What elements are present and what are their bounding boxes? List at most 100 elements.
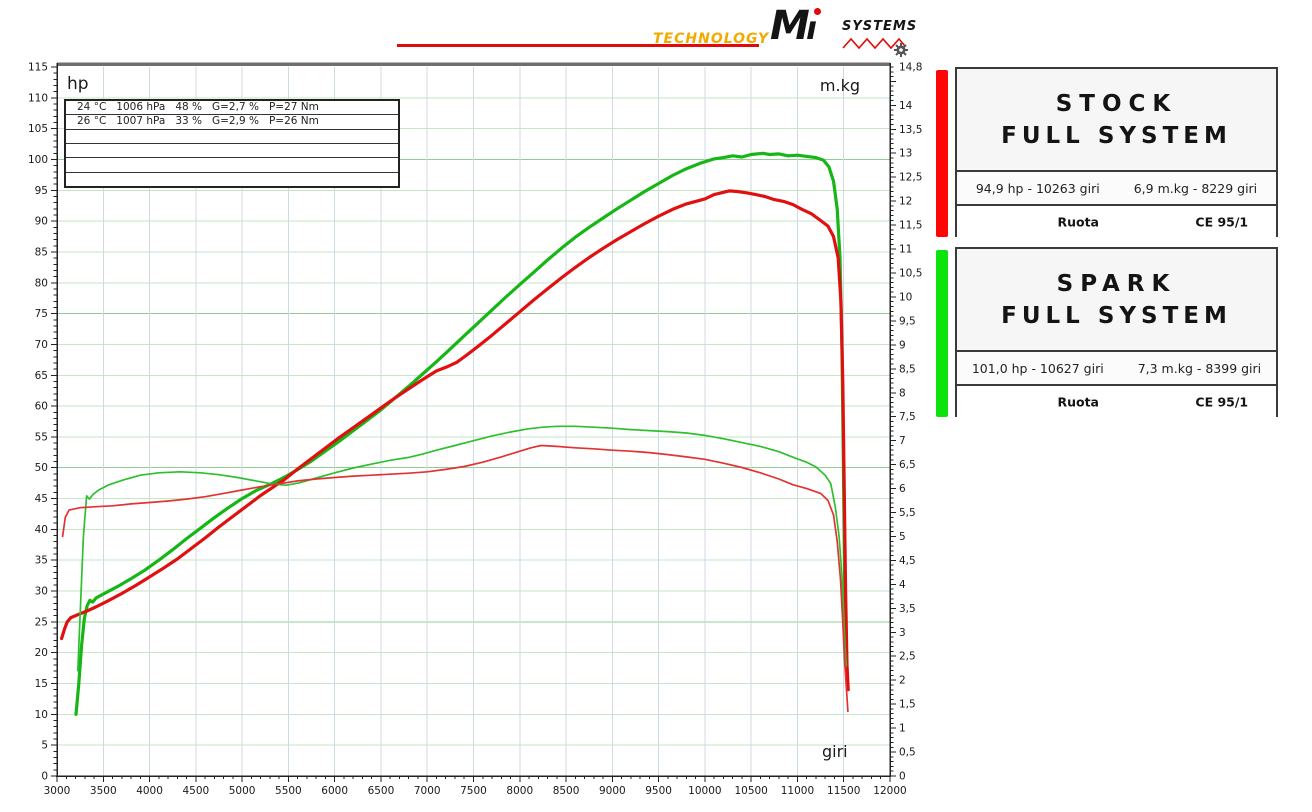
- spark-footer-ruota: Ruota: [1057, 394, 1099, 409]
- spark-title-line2: FULL SYSTEM: [1001, 302, 1232, 329]
- logo-m-letter: M: [770, 3, 810, 49]
- svg-text:7,5: 7,5: [899, 411, 916, 423]
- curve-stock-hp: [59, 189, 850, 692]
- stock-footer: Ruota CE 95/1: [957, 204, 1276, 237]
- svg-text:10,5: 10,5: [899, 267, 922, 279]
- svg-text:25: 25: [35, 616, 48, 628]
- curves: [59, 151, 850, 716]
- svg-text:5,5: 5,5: [899, 507, 916, 519]
- svg-text:12000: 12000: [873, 785, 906, 797]
- svg-text:2: 2: [899, 675, 906, 687]
- curve-spark-hp: [74, 151, 849, 716]
- stock-footer-ruota: Ruota: [1057, 214, 1099, 229]
- curve-spark-torque: [76, 425, 848, 672]
- svg-text:60: 60: [35, 401, 48, 413]
- svg-text:9: 9: [899, 339, 906, 351]
- svg-text:11: 11: [899, 244, 912, 256]
- test-conditions-row: 24 °C 1006 hPa 48 % G=2,7 % P=27 Nm: [77, 101, 319, 114]
- svg-text:6: 6: [899, 483, 906, 495]
- svg-text:3500: 3500: [90, 785, 117, 797]
- svg-text:10: 10: [899, 291, 912, 303]
- spark-torque-peak: 7,3 m.kg - 8399 giri: [1137, 360, 1262, 376]
- svg-text:5: 5: [899, 531, 906, 543]
- svg-text:11,5: 11,5: [899, 220, 922, 232]
- spark-footer-ce: CE 95/1: [1195, 394, 1249, 409]
- spark-legend-card: SPARK FULL SYSTEM 101,0 hp - 10627 giri …: [955, 247, 1278, 417]
- svg-text:8: 8: [899, 387, 906, 399]
- svg-text:0: 0: [41, 771, 48, 783]
- svg-text:4500: 4500: [182, 785, 209, 797]
- svg-text:10000: 10000: [688, 785, 721, 797]
- svg-text:3,5: 3,5: [899, 603, 916, 615]
- svg-text:30: 30: [35, 586, 48, 598]
- svg-text:12: 12: [899, 196, 912, 208]
- svg-text:115: 115: [28, 62, 48, 74]
- svg-text:20: 20: [35, 647, 48, 659]
- svg-text:14: 14: [899, 100, 913, 112]
- x-axis-caption: giri: [822, 742, 848, 761]
- stock-footer-ce: CE 95/1: [1195, 214, 1249, 229]
- logo-i-red-dot: [814, 8, 821, 15]
- svg-text:7500: 7500: [460, 785, 487, 797]
- svg-text:55: 55: [35, 431, 48, 443]
- svg-text:12,5: 12,5: [899, 172, 922, 184]
- svg-text:5500: 5500: [275, 785, 302, 797]
- stock-title: STOCK FULL SYSTEM: [957, 69, 1276, 170]
- svg-text:85: 85: [35, 246, 48, 258]
- logo-technology-text: TECHNOLOGY: [653, 31, 770, 47]
- svg-text:3: 3: [899, 627, 906, 639]
- svg-text:75: 75: [35, 308, 48, 320]
- svg-text:6,5: 6,5: [899, 459, 916, 471]
- svg-text:13: 13: [899, 148, 912, 160]
- svg-text:90: 90: [35, 216, 48, 228]
- svg-text:95: 95: [35, 185, 48, 197]
- test-conditions-row: [66, 157, 398, 171]
- stock-peak-stats: 94,9 hp - 10263 giri 6,9 m.kg - 8229 gir…: [957, 170, 1276, 204]
- svg-text:9,5: 9,5: [899, 315, 916, 327]
- stock-title-line2: FULL SYSTEM: [1001, 122, 1232, 149]
- svg-text:13,5: 13,5: [899, 124, 922, 136]
- svg-text:8500: 8500: [553, 785, 580, 797]
- svg-text:100: 100: [28, 154, 48, 166]
- stock-title-line1: STOCK: [1055, 90, 1178, 117]
- svg-text:1,5: 1,5: [899, 699, 916, 711]
- spark-hp-peak: 101,0 hp - 10627 giri: [971, 360, 1104, 376]
- svg-text:9000: 9000: [599, 785, 626, 797]
- stock-color-bar: [936, 70, 948, 237]
- svg-text:10500: 10500: [734, 785, 767, 797]
- svg-text:7000: 7000: [414, 785, 441, 797]
- svg-text:15: 15: [35, 678, 48, 690]
- stock-torque-peak: 6,9 m.kg - 8229 giri: [1133, 180, 1258, 196]
- svg-text:7: 7: [899, 435, 906, 447]
- svg-text:10: 10: [35, 709, 48, 721]
- svg-text:65: 65: [35, 370, 48, 382]
- svg-text:1: 1: [899, 723, 906, 735]
- spark-footer: Ruota CE 95/1: [957, 384, 1276, 417]
- gear-icon: [894, 43, 908, 57]
- test-conditions-row: [66, 142, 398, 157]
- svg-text:4: 4: [899, 579, 906, 591]
- svg-text:5: 5: [41, 740, 48, 752]
- zigzag-wave-icon: [842, 37, 906, 50]
- stock-legend-card: STOCK FULL SYSTEM 94,9 hp - 10263 giri 6…: [955, 67, 1278, 237]
- svg-text:14,8: 14,8: [899, 62, 922, 74]
- stock-hp-peak: 94,9 hp - 10263 giri: [975, 180, 1100, 196]
- svg-text:50: 50: [35, 462, 48, 474]
- svg-text:45: 45: [35, 493, 48, 505]
- curve-stock-torque: [61, 444, 849, 713]
- logo-i-letter: ı: [806, 9, 817, 47]
- spark-title-line1: SPARK: [1056, 270, 1177, 297]
- svg-text:0,5: 0,5: [899, 747, 916, 759]
- svg-text:4000: 4000: [136, 785, 163, 797]
- svg-text:11000: 11000: [781, 785, 814, 797]
- svg-text:8,5: 8,5: [899, 363, 916, 375]
- test-conditions-row: 26 °C 1007 hPa 33 % G=2,9 % P=26 Nm: [66, 114, 398, 128]
- svg-text:9500: 9500: [645, 785, 672, 797]
- svg-text:70: 70: [35, 339, 48, 351]
- logo-systems-text: SYSTEMS: [842, 19, 918, 34]
- svg-text:105: 105: [28, 123, 48, 135]
- svg-text:11500: 11500: [827, 785, 860, 797]
- svg-text:80: 80: [35, 277, 48, 289]
- logo-underline: [397, 44, 759, 47]
